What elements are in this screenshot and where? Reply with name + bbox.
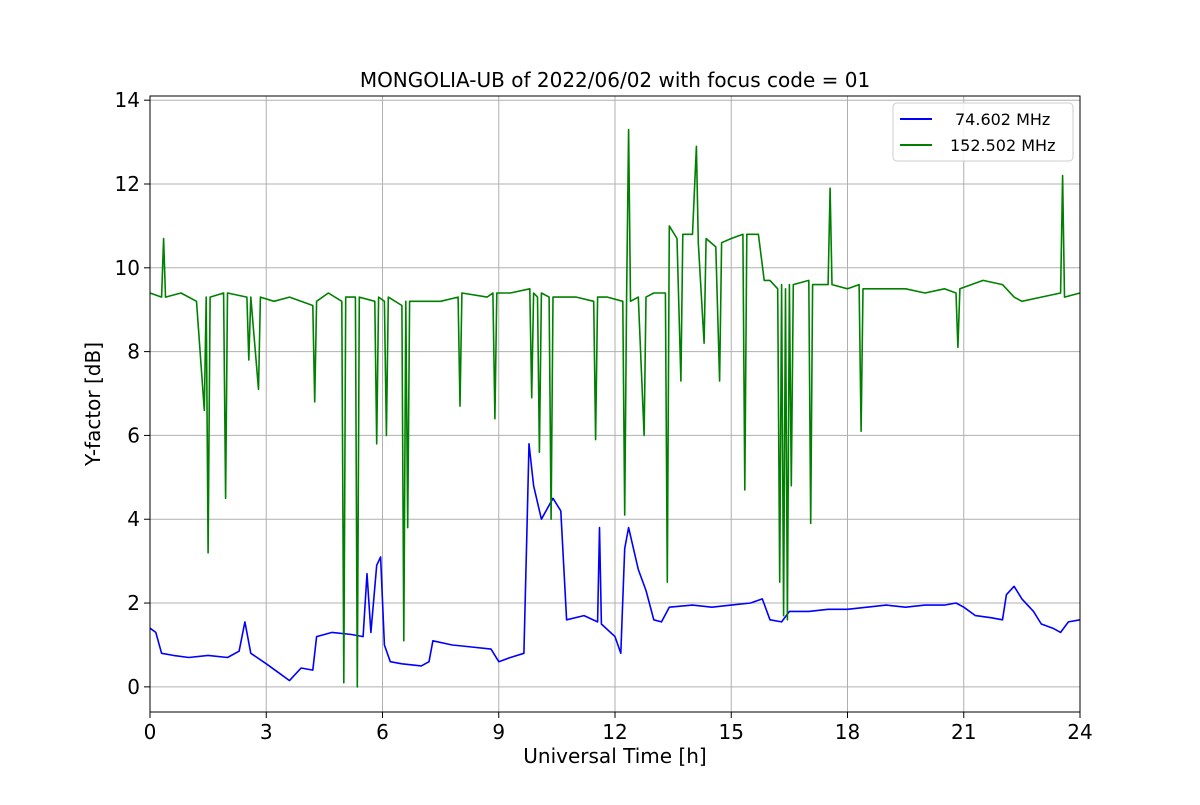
x-tick-label: 21 (951, 720, 976, 744)
x-tick-label: 9 (492, 720, 505, 744)
y-tick-label: 4 (127, 507, 140, 531)
y-tick-label: 10 (115, 256, 140, 280)
x-axis-title: Universal Time [h] (523, 744, 706, 768)
series-group (149, 128, 1081, 688)
y-tick-label: 6 (127, 423, 140, 447)
series-line-74-mhz (149, 443, 1081, 682)
y-tick-label: 2 (127, 591, 140, 615)
legend-box (892, 102, 1074, 162)
legend-label-74-mhz: 74.602 MHz (955, 110, 1050, 129)
series-line-152-mhz (149, 128, 1081, 688)
x-tick-label: 3 (260, 720, 273, 744)
x-tick-label: 6 (376, 720, 389, 744)
x-tick-label: 15 (719, 720, 744, 744)
x-tick-label: 12 (602, 720, 627, 744)
chart-title: MONGOLIA-UB of 2022/06/02 with focus cod… (360, 68, 870, 92)
y-tick-label: 12 (115, 172, 140, 196)
y-tick-label: 14 (115, 88, 140, 112)
legend-label-152-mhz: 152.502 MHz (950, 136, 1055, 155)
y-tick-label: 8 (127, 340, 140, 364)
legend: 74.602 MHz 152.502 MHz (892, 102, 1074, 162)
x-tick-label: 18 (835, 720, 860, 744)
x-tick-label: 24 (1067, 720, 1092, 744)
y-axis-title: Y-factor [dB] (81, 342, 105, 467)
x-tick-label: 0 (144, 720, 157, 744)
y-tick-label: 0 (127, 675, 140, 699)
